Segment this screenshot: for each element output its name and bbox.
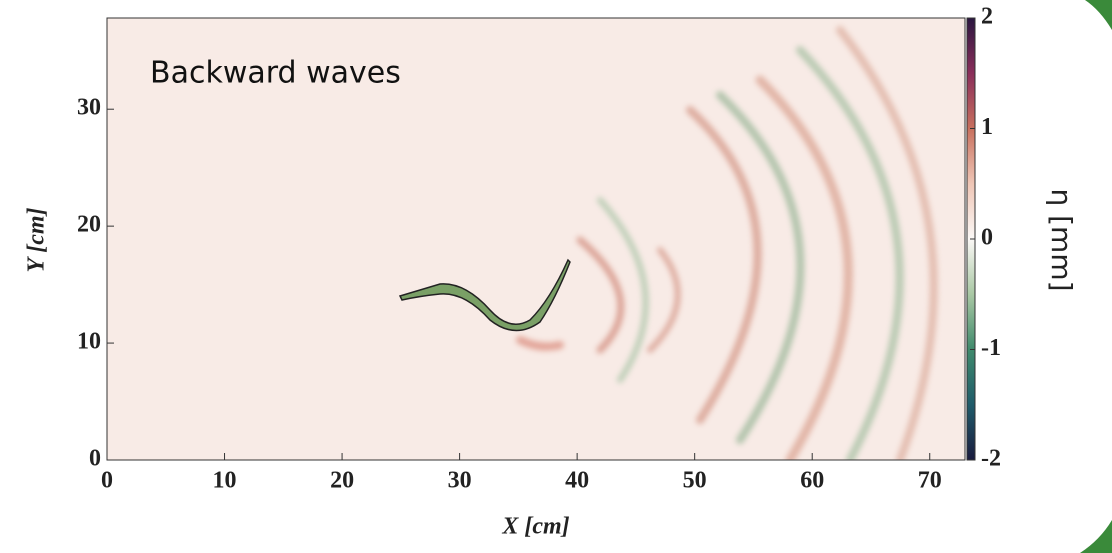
x-tick-label: 0: [101, 468, 113, 494]
corner-decoration: [1085, 0, 1112, 30]
colorbar-tick-label: -2: [981, 446, 1001, 472]
y-tick-label: 30: [77, 95, 101, 121]
x-tick-label: 30: [448, 468, 472, 494]
annotation: Backward waves: [150, 56, 401, 91]
x-tick-label: 70: [918, 468, 942, 494]
colorbar-label: η [mm]: [1045, 188, 1078, 291]
field: [107, 18, 965, 460]
y-tick-label: 10: [77, 329, 101, 355]
x-tick-label: 40: [565, 468, 589, 494]
x-tick-label: 60: [800, 468, 824, 494]
colorbar-tick-label: 2: [981, 4, 993, 30]
colorbar-tick-label: 1: [981, 114, 993, 140]
swimmer: [398, 258, 571, 332]
x-tick-label: 20: [330, 468, 354, 494]
y-tick-label: 0: [89, 446, 101, 472]
colorbar-tick-label: -1: [981, 335, 1001, 361]
y-tick-label: 20: [77, 212, 101, 238]
wave-pattern: [516, 26, 938, 460]
colorbar-tick-label: 0: [981, 225, 993, 251]
x-axis-label: X [cm]: [501, 514, 569, 540]
x-tick-label: 50: [683, 468, 707, 494]
plot-frame: [106, 17, 966, 461]
corner-decoration: [1080, 520, 1112, 553]
x-tick-label: 10: [213, 468, 237, 494]
y-axis-label: Y [cm]: [24, 207, 50, 272]
